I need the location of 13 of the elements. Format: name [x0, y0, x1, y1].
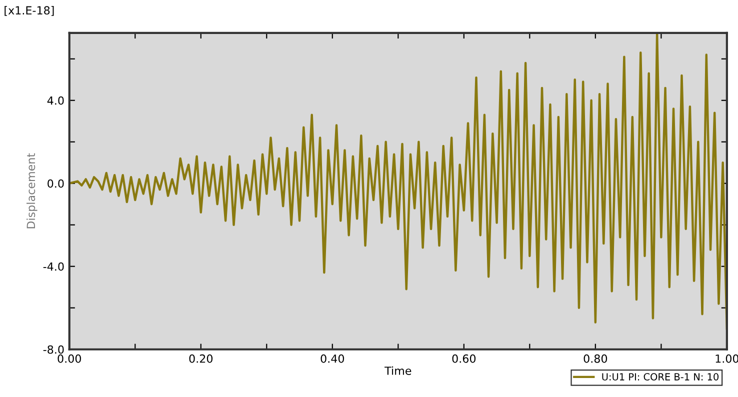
y-tick-label: 0.0	[48, 179, 64, 188]
x-tick-label: 0.40	[320, 354, 344, 363]
x-tick-label: 0.60	[452, 354, 476, 363]
x-tick-label: 0.00	[58, 354, 82, 363]
y-tick-label: -8.0	[43, 345, 64, 354]
y-axis-title: Displacement	[26, 153, 38, 228]
x-tick-label: 0.80	[584, 354, 608, 363]
x-tick-label: 0.20	[189, 354, 213, 363]
y-tick-label: -4.0	[43, 262, 64, 271]
y-tick-label: 4.0	[47, 96, 64, 105]
x-axis-title: Time	[384, 366, 412, 375]
legend-label: U:U1 PI: CORE B-1 N: 10	[602, 373, 719, 380]
text: [x1.E-18]	[4, 6, 54, 16]
